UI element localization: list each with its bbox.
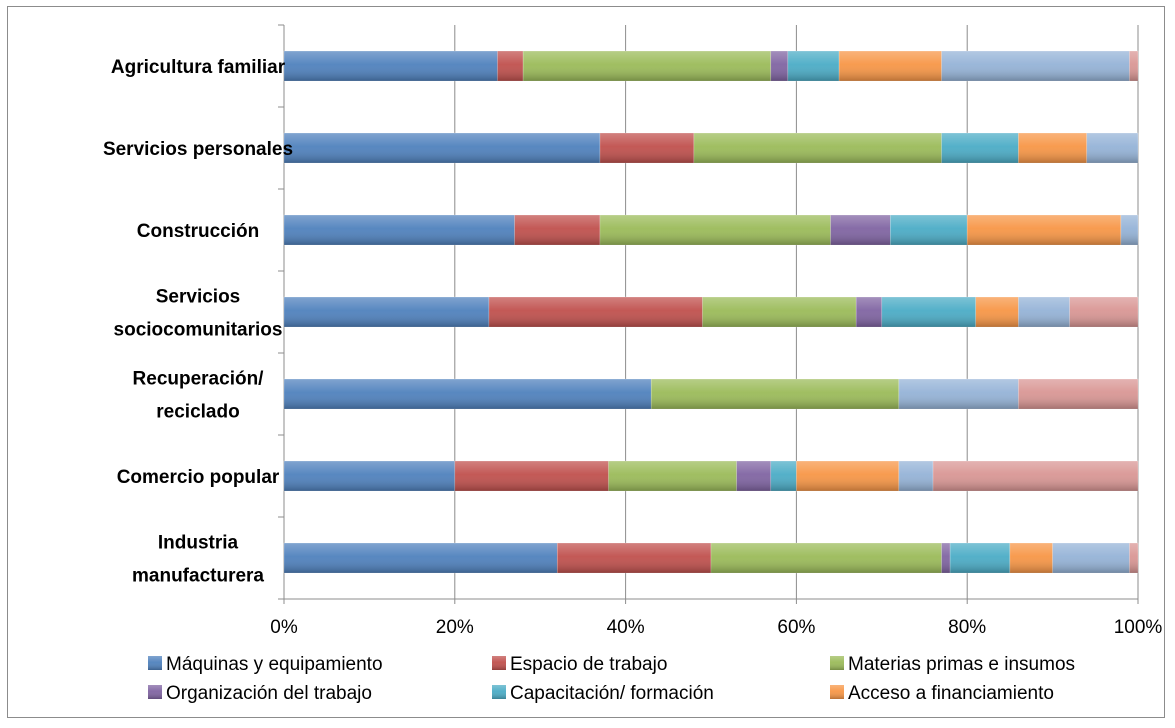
bars: [283, 50, 1139, 574]
bar-segment-shading: [284, 51, 498, 81]
legend-swatch-shading: [830, 685, 844, 699]
bar-segment-shading: [941, 51, 1130, 81]
category-label: reciclado: [156, 402, 239, 423]
bar-segment-shading: [711, 543, 942, 573]
legend-swatch-shading: [148, 685, 162, 699]
bar-segment-shading: [881, 297, 976, 327]
bar-segment-shading: [1018, 133, 1087, 163]
bar-segment-shading: [770, 51, 788, 81]
bar-segment-shading: [941, 543, 951, 573]
category-label: Construcción: [137, 221, 259, 242]
bar-segment-shading: [284, 543, 558, 573]
bar-segment-shading: [1129, 51, 1138, 81]
legend-label: Organización del trabajo: [166, 683, 372, 704]
bar-segment-shading: [454, 461, 609, 491]
legend-swatch-shading: [148, 656, 162, 670]
bar-segment-shading: [599, 215, 831, 245]
bar-segment-shading: [890, 215, 968, 245]
bar-segment-shading: [284, 461, 455, 491]
bar-segment-shading: [839, 51, 942, 81]
bar-segment-shading: [770, 461, 797, 491]
category-labels: Agricultura familiar Servicios personales…: [103, 57, 293, 587]
category-label: Servicios personales: [103, 139, 293, 160]
bar-segment-shading: [284, 133, 600, 163]
x-tick-label: 40%: [607, 617, 645, 638]
bar-segment-shading: [967, 215, 1121, 245]
bar-segment-shading: [1086, 133, 1138, 163]
stacked-bar-chart: Agricultura familiar Servicios personales…: [103, 24, 1162, 704]
category-label: Servicios: [156, 287, 241, 308]
x-tick-label: 100%: [1114, 617, 1163, 638]
bar-segment-shading: [1069, 297, 1138, 327]
bar-segment-shading: [736, 461, 771, 491]
bar-segment-shading: [284, 215, 515, 245]
bar-segment-shading: [284, 379, 652, 409]
bar-segment-shading: [796, 461, 899, 491]
bar-segment-shading: [557, 543, 711, 573]
bar-segment-shading: [950, 543, 1010, 573]
chart-frame: Agricultura familiar Servicios personales…: [7, 6, 1165, 718]
bar-segment-shading: [787, 51, 840, 81]
bar-segment-shading: [1018, 297, 1070, 327]
category-label: Industria: [158, 533, 239, 554]
legend-swatch-shading: [492, 656, 506, 670]
bar-segment-shading: [1018, 379, 1138, 409]
legend-swatch-shading: [830, 656, 844, 670]
legend: Máquinas y equipamiento Espacio de trabaj…: [148, 654, 1075, 704]
x-tick-labels: 0% 20% 40% 60% 80% 100%: [270, 617, 1162, 638]
x-tick-label: 60%: [777, 617, 815, 638]
bar-segment-shading: [1120, 215, 1138, 245]
bar-segment-shading: [284, 297, 489, 327]
legend-swatch-shading: [492, 685, 506, 699]
x-tick-label: 80%: [948, 617, 986, 638]
legend-label: Máquinas y equipamiento: [166, 654, 383, 675]
category-label: Agricultura familiar: [111, 57, 286, 78]
bar-segment-shading: [608, 461, 737, 491]
bar-segment-shading: [599, 133, 694, 163]
category-label: Comercio popular: [117, 467, 280, 488]
bar-segment-shading: [856, 297, 882, 327]
legend-label: Capacitación/ formación: [510, 683, 714, 704]
bar-segment-shading: [702, 297, 857, 327]
bar-segment-shading: [1009, 543, 1053, 573]
bar-segment-shading: [1129, 543, 1138, 573]
bar-segment-shading: [651, 379, 899, 409]
legend-label: Acceso a financiamiento: [848, 683, 1054, 704]
bar-segment-shading: [1052, 543, 1130, 573]
category-label: manufacturera: [132, 566, 264, 587]
bar-segment-shading: [941, 133, 1019, 163]
x-tick-label: 20%: [436, 617, 474, 638]
legend-label: Materias primas e insumos: [848, 654, 1075, 675]
bar-segment-shading: [488, 297, 703, 327]
category-label: sociocomunitarios: [114, 320, 283, 341]
bar-segment-shading: [898, 379, 1019, 409]
category-label: Recuperación/: [133, 369, 265, 390]
x-tick-label: 0%: [270, 617, 298, 638]
bar-segment-shading: [497, 51, 524, 81]
bar-segment-shading: [514, 215, 600, 245]
bar-segment-shading: [898, 461, 934, 491]
bar-segment-shading: [693, 133, 942, 163]
legend-label: Espacio de trabajo: [510, 654, 667, 675]
bar-segment-shading: [830, 215, 891, 245]
bar-segment-shading: [975, 297, 1019, 327]
bar-segment-shading: [523, 51, 771, 81]
bar-segment-shading: [933, 461, 1138, 491]
